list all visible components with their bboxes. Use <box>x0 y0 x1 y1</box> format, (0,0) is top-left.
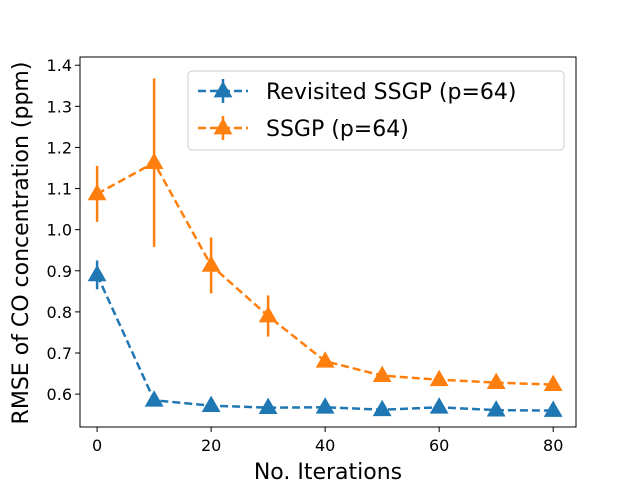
data-point-1-4 <box>315 351 335 368</box>
x-axis-ticks: 0 20 40 60 80 <box>92 427 563 455</box>
data-point-0-2 <box>201 395 221 412</box>
x-axis-label: No. Iterations <box>254 460 402 480</box>
legend-entries <box>198 79 248 140</box>
y-tick-label: 0.8 <box>47 303 72 322</box>
data-point-0-7 <box>486 400 506 417</box>
data-point-0-5 <box>372 399 392 417</box>
data-point-0-1 <box>144 390 164 407</box>
legend-marker-1 <box>213 117 233 135</box>
x-tick-label: 60 <box>429 436 449 455</box>
y-tick-label: 1.4 <box>47 56 72 75</box>
data-point-1-7 <box>486 372 506 389</box>
x-tick-label: 40 <box>315 436 335 455</box>
x-tick-label: 0 <box>92 436 102 455</box>
data-point-1-8 <box>543 374 563 392</box>
y-tick-label: 0.6 <box>47 385 72 404</box>
y-axis-label: RMSE of CO concentration (ppm) <box>9 62 34 425</box>
plot-frame <box>79 56 577 428</box>
y-tick-label: 0.9 <box>47 262 72 281</box>
series-markers <box>87 152 563 417</box>
x-tick-label: 80 <box>543 436 563 455</box>
data-point-1-5 <box>372 365 392 382</box>
data-point-1-2 <box>201 255 221 272</box>
y-tick-label: 1.2 <box>47 138 72 157</box>
data-point-0-0 <box>87 264 107 282</box>
data-point-0-6 <box>429 397 449 414</box>
y-tick-label: 1.3 <box>47 97 72 116</box>
legend-label-ssgp: SSGP (p=64) <box>266 117 409 142</box>
legend: Revisited SSGP (p=64) SSGP (p=64) <box>187 70 565 151</box>
data-point-0-3 <box>258 397 278 415</box>
legend-box <box>187 70 565 151</box>
y-axis-ticks: 0.6 0.7 0.8 0.9 1.0 1.1 1.2 1.3 1.4 <box>47 56 80 404</box>
legend-label-revisited-ssgp: Revisited SSGP (p=64) <box>266 80 516 105</box>
data-point-1-0 <box>87 183 107 201</box>
y-tick-label: 1.0 <box>47 221 72 240</box>
data-point-0-8 <box>543 400 563 417</box>
y-tick-label: 0.7 <box>47 344 72 363</box>
data-point-1-6 <box>429 369 449 387</box>
series-line-0 <box>95 274 554 412</box>
data-point-1-3 <box>258 305 278 323</box>
data-point-0-4 <box>315 397 335 414</box>
legend-marker-0 <box>213 80 233 98</box>
y-tick-label: 1.1 <box>47 180 72 199</box>
x-tick-label: 20 <box>201 436 221 455</box>
data-point-1-1 <box>144 152 164 170</box>
